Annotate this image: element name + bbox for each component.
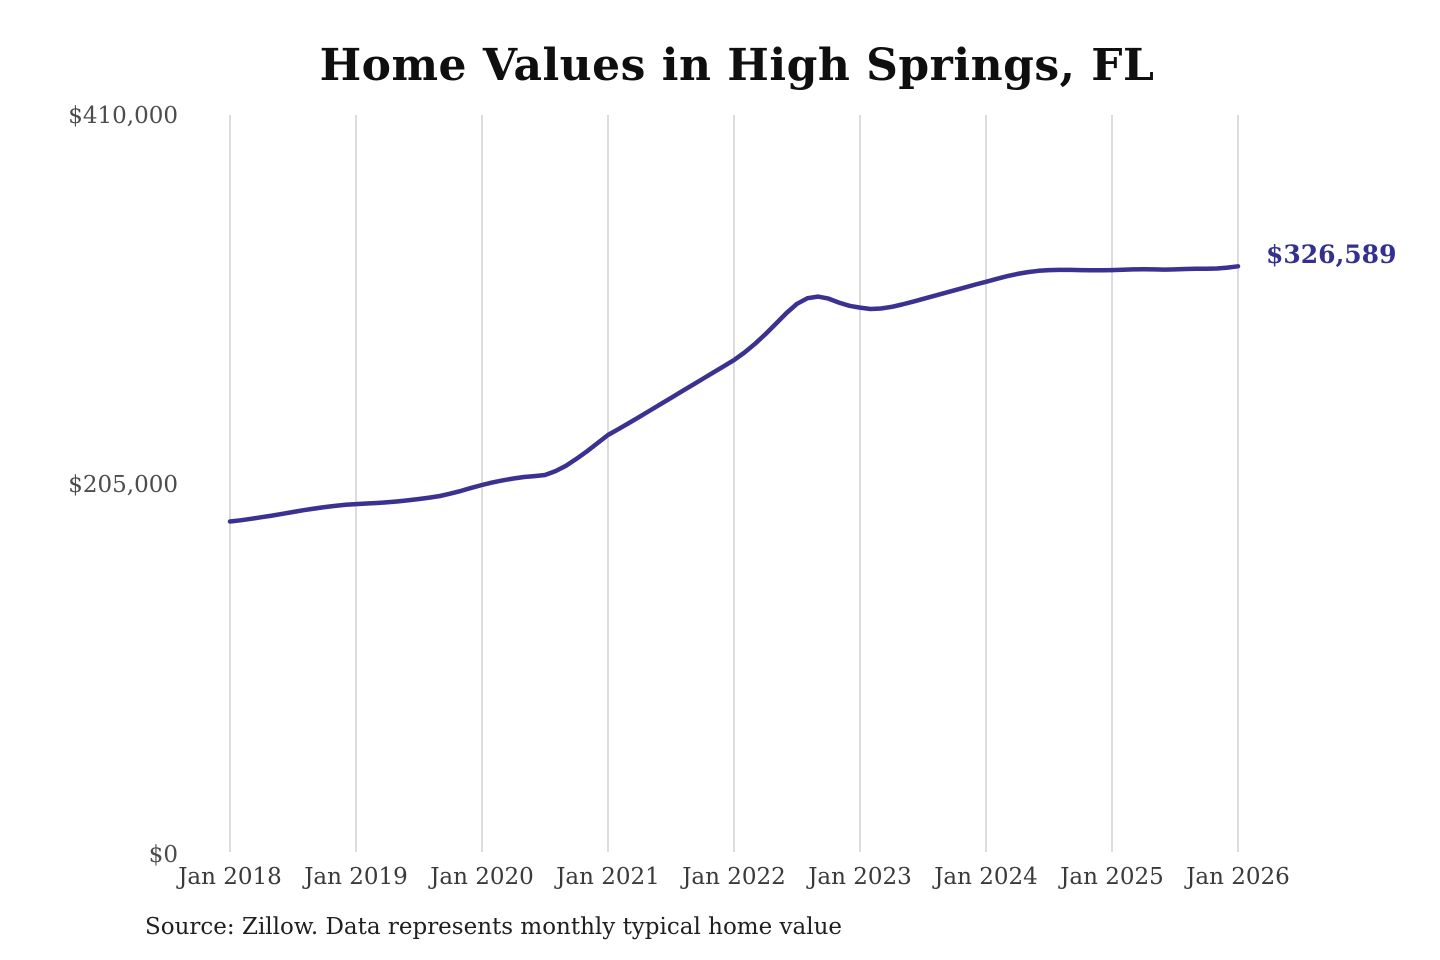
- y-tick-label-205000: $205,000: [68, 472, 178, 498]
- y-tick-label-0: $0: [148, 842, 178, 868]
- end-value-label: $326,589: [1266, 240, 1397, 269]
- y-tick-label-410000: $410,000: [68, 103, 178, 129]
- x-tick-label-2021: Jan 2021: [556, 864, 660, 890]
- chart-title: Home Values in High Springs, FL: [319, 40, 1155, 91]
- x-tick-label-2018: Jan 2018: [178, 864, 282, 890]
- x-tick-label-2025: Jan 2025: [1060, 864, 1164, 890]
- x-tick-label-2026: Jan 2026: [1186, 864, 1290, 890]
- x-tick-label-2019: Jan 2019: [304, 864, 408, 890]
- source-note: Source: Zillow. Data represents monthly …: [145, 914, 843, 940]
- home-value-line: [227, 264, 1241, 524]
- x-tick-label-2022: Jan 2022: [682, 864, 786, 890]
- x-tick-label-2024: Jan 2024: [934, 864, 1038, 890]
- x-tick-label-2020: Jan 2020: [430, 864, 534, 890]
- x-tick-label-2023: Jan 2023: [808, 864, 912, 890]
